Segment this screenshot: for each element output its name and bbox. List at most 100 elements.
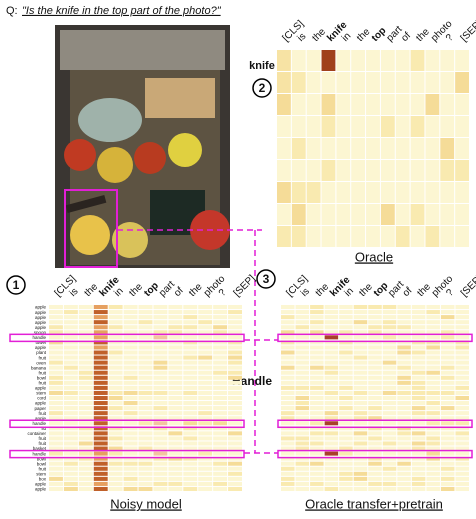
heatmap-cell [411, 461, 426, 466]
heatmap-cell [440, 345, 455, 350]
heatmap-cell [153, 476, 168, 481]
heatmap-cell [183, 426, 198, 431]
heatmap-cell [397, 380, 411, 385]
heatmap-cell [63, 380, 78, 385]
heatmap-cell [213, 320, 228, 325]
heatmap-cell [321, 94, 336, 115]
heatmap-cell [366, 138, 380, 159]
heatmap-cell [108, 320, 123, 325]
heatmap-cell [411, 315, 426, 320]
heatmap-cell [228, 395, 242, 401]
heatmap-cell [63, 375, 78, 380]
heatmap-cell [168, 446, 183, 451]
heatmap-cell [168, 451, 183, 456]
heatmap-cell [228, 416, 242, 421]
token-label: is [299, 286, 312, 299]
heatmap-cell [440, 421, 455, 426]
token-label: is [295, 31, 308, 44]
heatmap-cell [63, 431, 78, 436]
heatmap-cell [310, 461, 324, 466]
heatmap-cell [411, 481, 426, 486]
heatmap-cell [168, 335, 183, 340]
heatmap-cell [310, 305, 324, 310]
heatmap-cell [426, 461, 440, 466]
heatmap-cell [368, 406, 382, 411]
heatmap-cell [382, 451, 397, 456]
heatmap-cell [281, 481, 295, 486]
heatmap-cell [63, 471, 78, 476]
heatmap-cell [368, 451, 382, 456]
heatmap-cell [153, 441, 168, 446]
heatmap-cell [138, 476, 153, 481]
heatmap-cell [49, 456, 63, 461]
heatmap-cell [397, 355, 411, 360]
heatmap-cell [339, 436, 353, 441]
heatmap-cell [198, 416, 213, 421]
heatmap-cell [411, 330, 426, 335]
heatmap-cell [198, 315, 213, 320]
heatmap-cell [63, 446, 78, 451]
row-label: apple [35, 482, 47, 487]
heatmap-cell [382, 390, 397, 395]
heatmap-cell [426, 456, 440, 461]
heatmap-cell [324, 461, 339, 466]
heatmap-cell [153, 436, 168, 441]
heatmap-cell [123, 355, 138, 360]
heatmap-cell [63, 345, 78, 350]
heatmap-cell [397, 471, 411, 476]
heatmap-cell [382, 426, 397, 431]
heatmap-cell [411, 401, 426, 406]
heatmap-cell [108, 411, 123, 416]
heatmap-cell [382, 471, 397, 476]
heatmap-cell [281, 411, 295, 416]
heatmap-cell [351, 50, 366, 71]
heatmap-cell [183, 406, 198, 411]
heatmap-cell [123, 390, 138, 395]
heatmap-cell [228, 471, 242, 476]
heatmap-cell [277, 182, 291, 203]
heatmap-cell [380, 116, 395, 137]
heatmap-cell [183, 305, 198, 310]
heatmap-cell [228, 466, 242, 471]
heatmap-cell [310, 481, 324, 486]
heatmap-cell [78, 421, 93, 426]
heatmap-cell [306, 94, 321, 115]
heatmap-cell [281, 380, 295, 385]
heatmap-cell [336, 226, 351, 247]
heatmap-cell [310, 486, 324, 491]
row-highlight [277, 333, 473, 343]
heatmap-cell [425, 160, 440, 181]
heatmap-cell [63, 370, 78, 375]
heatmap-cell [213, 385, 228, 390]
heatmap-cell [49, 365, 63, 370]
heatmap-cell [455, 395, 469, 401]
heatmap-cell [138, 486, 153, 491]
heatmap-cell [411, 436, 426, 441]
heatmap-cell [213, 426, 228, 431]
heatmap-cell [198, 421, 213, 426]
heatmap-cell [295, 315, 310, 320]
heatmap-cell [411, 325, 426, 330]
heatmap-cell [93, 456, 108, 461]
heatmap-cell [281, 360, 295, 365]
heatmap-cell [440, 375, 455, 380]
heatmap-cell [382, 441, 397, 446]
heatmap-cell [281, 416, 295, 421]
heatmap-cell [368, 375, 382, 380]
heatmap-cell [228, 315, 242, 320]
heatmap-cell [395, 50, 410, 71]
heatmap-cell [78, 446, 93, 451]
heatmap-cell [78, 441, 93, 446]
heatmap-cell [168, 355, 183, 360]
panel-badge [6, 275, 26, 295]
heatmap-cell [339, 486, 353, 491]
heatmap-cell [153, 481, 168, 486]
heatmap-cell [123, 436, 138, 441]
heatmap-cell [295, 451, 310, 456]
heatmap-cell [123, 380, 138, 385]
heatmap-cell [455, 360, 469, 365]
heatmap-cell [397, 406, 411, 411]
heatmap-cell [228, 451, 242, 456]
heatmap-cell [295, 320, 310, 325]
heatmap-cell [213, 471, 228, 476]
